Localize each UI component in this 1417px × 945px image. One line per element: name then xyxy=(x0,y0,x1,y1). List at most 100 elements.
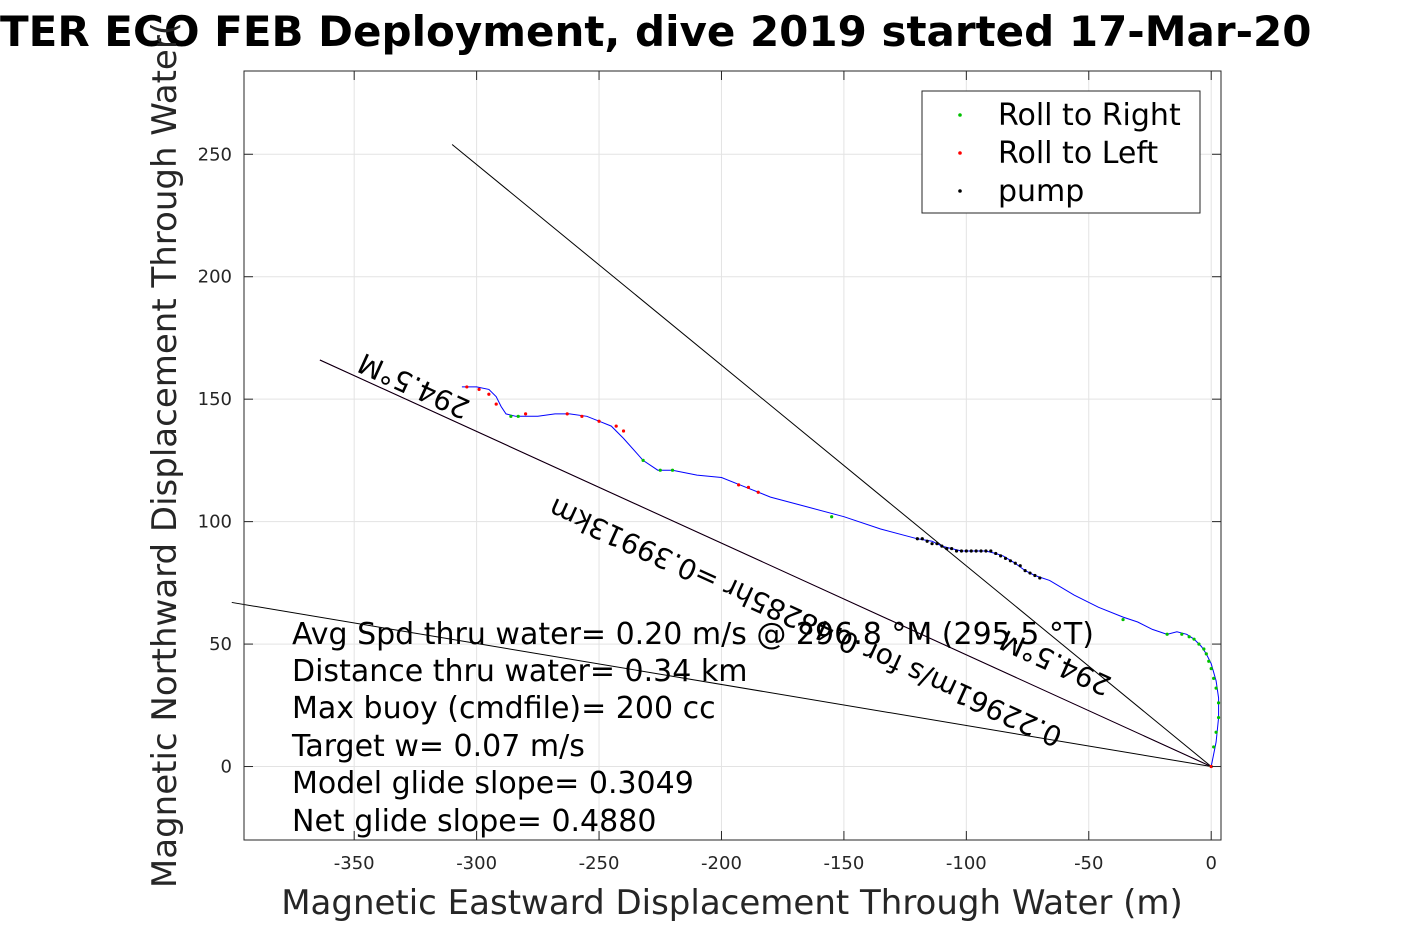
x-tick-label: -100 xyxy=(946,853,987,874)
pump-point xyxy=(945,546,949,551)
y-tick-label: 250 xyxy=(198,144,232,165)
roll-right-point xyxy=(1214,686,1218,690)
pump-point xyxy=(925,539,929,543)
pump-point xyxy=(989,549,993,553)
roll-right-point xyxy=(516,414,520,418)
roll-left-point xyxy=(523,412,528,416)
roll-left-point xyxy=(621,429,626,433)
pump-point xyxy=(920,537,924,541)
pump-point xyxy=(999,554,1003,558)
line-mean-black xyxy=(319,359,1212,767)
point-series xyxy=(465,385,1221,769)
roll-left-point xyxy=(737,483,741,487)
roll-right-point xyxy=(670,468,675,472)
roll-right-point xyxy=(1216,715,1221,720)
pump-point xyxy=(1013,561,1017,565)
legend: Roll to Right Roll to Left pump xyxy=(921,90,1201,214)
roll-right-point xyxy=(1121,617,1125,622)
roll-left-point xyxy=(756,490,760,494)
line-heading xyxy=(451,144,1212,767)
roll-left-point xyxy=(477,387,481,391)
y-tick-label: 50 xyxy=(209,634,232,655)
x-tick-label: 0 xyxy=(1205,853,1216,874)
pump-point xyxy=(1028,571,1032,575)
pump-point xyxy=(950,546,954,551)
y-tick-label: 100 xyxy=(198,512,232,533)
reference-lines xyxy=(231,144,1212,768)
pump-point xyxy=(954,549,959,553)
roll-left-point xyxy=(487,392,491,396)
annotation-line: Target w= 0.07 m/s xyxy=(291,729,585,764)
pump-point xyxy=(979,549,983,553)
x-axis-label: Magnetic Eastward Displacement Through W… xyxy=(281,883,1183,923)
roll-left-point xyxy=(1209,764,1213,769)
roll-left-point xyxy=(465,385,469,389)
pump-point xyxy=(1003,556,1008,560)
annotation-line: Net glide slope= 0.4880 xyxy=(292,804,656,839)
roll-left-point xyxy=(746,485,751,489)
roll-right-point xyxy=(1202,647,1206,651)
roll-right-point xyxy=(1204,652,1208,656)
annotation-line: Model glide slope= 0.3049 xyxy=(292,766,694,801)
pump-point xyxy=(959,549,964,553)
legend-box xyxy=(921,90,1201,214)
y-axis-label: Magnetic Northward Displacement Through … xyxy=(145,22,185,888)
roll-right-point xyxy=(1197,642,1201,646)
roll-right-point xyxy=(830,515,834,519)
pump-point xyxy=(940,544,944,548)
roll-left-point xyxy=(614,424,618,428)
annotation-line: Avg Spd thru water= 0.20 m/s @ 296.8 °M … xyxy=(292,617,1094,652)
roll-right-point xyxy=(1216,701,1221,705)
roll-left-point xyxy=(580,414,584,418)
legend-marker-pump xyxy=(958,189,962,193)
pump-point xyxy=(974,549,978,553)
x-tick-label: -50 xyxy=(1074,853,1103,874)
roll-right-point xyxy=(1192,637,1196,641)
roll-right-point xyxy=(1165,632,1169,636)
x-tick-label: -350 xyxy=(334,853,375,874)
legend-label-roll-right: Roll to Right xyxy=(998,98,1181,133)
roll-right-point xyxy=(509,414,513,418)
chart-title: TER ECO FEB Deployment, dive 2019 starte… xyxy=(0,7,1311,56)
pump-point xyxy=(1038,576,1042,580)
pump-point xyxy=(935,542,939,546)
y-tick-label: 0 xyxy=(221,757,232,778)
roll-right-point xyxy=(1214,730,1218,734)
legend-marker-roll-right xyxy=(958,113,962,117)
roll-right-point xyxy=(1212,676,1216,680)
pump-point xyxy=(1033,573,1037,578)
pump-point xyxy=(1008,559,1013,563)
roll-right-point xyxy=(1187,635,1191,639)
legend-label-roll-left: Roll to Left xyxy=(998,136,1158,171)
x-tick-label: -250 xyxy=(579,853,620,874)
annotation-block: Avg Spd thru water= 0.20 m/s @ 296.8 °M … xyxy=(291,617,1094,839)
pump-point xyxy=(964,549,968,553)
y-tick-label: 200 xyxy=(198,267,232,288)
pump-point xyxy=(930,542,934,546)
pump-point xyxy=(915,537,919,541)
legend-label-pump: pump xyxy=(998,174,1084,209)
roll-right-point xyxy=(1180,632,1184,636)
pump-point xyxy=(969,549,973,553)
roll-right-point xyxy=(1212,745,1216,749)
pump-point xyxy=(994,551,998,556)
roll-right-point xyxy=(1209,666,1213,671)
roll-right-point xyxy=(658,468,662,472)
ticks: -350 -300 -250 -200 -150 -100 -50 0 0 50 100 150 200… xyxy=(198,71,1221,874)
annotation-line: Max buoy (cmdfile)= 200 cc xyxy=(292,691,716,726)
pump-point xyxy=(1023,569,1027,573)
roll-left-point xyxy=(597,419,601,423)
roll-left-point xyxy=(494,402,498,406)
annotation-line: Distance thru water= 0.34 km xyxy=(292,654,747,689)
x-tick-label: -200 xyxy=(701,853,742,874)
roll-right-point xyxy=(641,458,645,462)
pump-point xyxy=(1018,564,1022,568)
x-tick-label: -300 xyxy=(456,853,497,874)
line-slope xyxy=(231,601,1212,768)
roll-left-point xyxy=(565,412,569,416)
roll-right-point xyxy=(1207,659,1211,663)
plot-frame xyxy=(243,70,1222,841)
x-tick-label: -150 xyxy=(823,853,864,874)
pump-point xyxy=(984,549,988,553)
